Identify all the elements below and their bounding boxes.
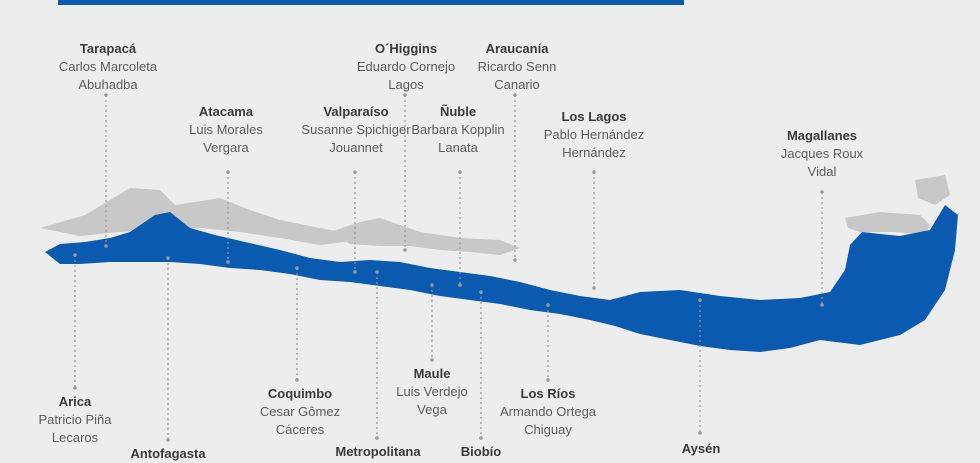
leader-dot-antofagasta [166, 438, 170, 442]
person-name: Chiguay [524, 422, 572, 437]
region-name: Metropolitana [335, 444, 421, 459]
region-name: O´Higgins [374, 41, 438, 56]
region-label-atacama: Atacama Luis Morales Vergara [141, 103, 311, 157]
person-name: Lanata [438, 140, 478, 155]
person-name: Jouannet [329, 140, 383, 155]
leader-dot-maule [430, 283, 434, 287]
person-name: Vidal [807, 164, 837, 179]
leader-dot-aysen [698, 431, 702, 435]
leader-dot-araucania [513, 258, 517, 262]
region-label-losrios: Los Ríos Armando Ortega Chiguay [463, 385, 633, 439]
leader-dot-biobio [479, 436, 483, 440]
person-name: Abuhadba [78, 77, 138, 92]
region-label-nuble: Ñuble Barbara Kopplin Lanata [373, 103, 543, 157]
person-name: Hernández [562, 145, 626, 160]
leader-dot-magallanes [820, 303, 824, 307]
person-name: Luis Morales [189, 122, 263, 137]
leader-dot-maule [430, 358, 434, 362]
region-name: Arica [58, 394, 92, 409]
region-label-metropolitana: Metropolitana [293, 443, 463, 461]
leader-dot-atacama [226, 170, 230, 174]
leader-dot-metropolitana [375, 436, 379, 440]
leader-dot-magallanes [820, 190, 824, 194]
region-name: Araucanía [485, 41, 549, 56]
leader-dot-arica [73, 386, 77, 390]
leader-dot-tarapaca [104, 244, 108, 248]
leader-dot-coquimbo [295, 266, 299, 270]
region-label-biobio: Biobío [396, 443, 566, 461]
leader-dot-antofagasta [166, 256, 170, 260]
leader-dot-losrios [546, 378, 550, 382]
chile-main-shape [45, 205, 958, 352]
leader-dot-nuble [458, 283, 462, 287]
leader-dot-aysen [698, 298, 702, 302]
neighbor-countries [40, 175, 950, 255]
person-name: Barbara Kopplin [411, 122, 505, 137]
leader-dot-valparaiso [353, 170, 357, 174]
top-bar [58, 0, 684, 5]
region-label-ohiggins: O´Higgins Eduardo Cornejo Lagos [321, 40, 491, 94]
chile-territory [45, 205, 958, 352]
neighbor-shape-east [915, 175, 950, 205]
region-label-loslagos: Los Lagos Pablo Hernández Hernández [509, 108, 679, 162]
leader-dot-nuble [458, 170, 462, 174]
leader-dot-valparaiso [353, 270, 357, 274]
region-name: Aysén [681, 441, 721, 456]
region-name: Valparaíso [323, 104, 389, 119]
region-label-maule: Maule Luis Verdejo Vega [347, 365, 517, 419]
leader-dot-metropolitana [375, 270, 379, 274]
region-name: Atacama [198, 104, 254, 119]
region-label-araucania: Araucanía Ricardo Senn Canario [432, 40, 602, 94]
leader-dot-arica [73, 253, 77, 257]
region-name: Coquimbo [267, 386, 333, 401]
region-name: Tarapacá [79, 41, 137, 56]
region-name: Ñuble [439, 104, 477, 119]
person-name: Cesar Gômez [259, 404, 341, 419]
region-label-aysen: Aysén [616, 440, 786, 458]
person-name: Eduardo Cornejo [356, 59, 456, 74]
person-name: Pablo Hernández [543, 127, 645, 142]
region-label-coquimbo: Coquimbo Cesar Gômez Cáceres [215, 385, 385, 439]
person-name: Luis Verdejo [396, 384, 468, 399]
neighbor-shape-north [40, 188, 350, 245]
person-name: Lagos [388, 77, 424, 92]
person-name: Carlos Marcoleta [58, 59, 158, 74]
leader-dot-tarapaca [104, 93, 108, 97]
leader-dot-loslagos [592, 170, 596, 174]
leader-dot-biobio [479, 290, 483, 294]
region-name: Los Ríos [520, 386, 576, 401]
region-name: Biobío [460, 444, 502, 459]
region-name: Los Lagos [561, 109, 627, 124]
region-label-valparaiso: Valparaíso Susanne Spichiger Jouannet [271, 103, 441, 157]
person-name: Armando Ortega [499, 404, 597, 419]
neighbor-shape-south [845, 212, 930, 235]
region-name: Maule [413, 366, 451, 381]
region-name: Magallanes [786, 128, 858, 143]
person-name: Ricardo Senn [477, 59, 557, 74]
leader-dot-losrios [546, 303, 550, 307]
person-name: Canario [494, 77, 540, 92]
leader-dot-loslagos [592, 286, 596, 290]
person-name: Patricio Piña [38, 412, 112, 427]
leader-dot-ohiggins [403, 248, 407, 252]
person-name: Susanne Spichiger [301, 122, 411, 137]
person-name: Cáceres [275, 422, 325, 437]
neighbor-shape-central [330, 218, 520, 255]
region-label-arica: Arica Patricio Piña Lecaros [0, 393, 160, 447]
leader-lines [73, 93, 824, 442]
region-label-antofagasta: Antofagasta [83, 445, 253, 463]
leader-dot-atacama [226, 260, 230, 264]
person-name: Jacques Roux [780, 146, 864, 161]
person-name: Vega [417, 402, 447, 417]
leader-dot-ohiggins [403, 93, 407, 97]
person-name: Lecaros [51, 430, 99, 445]
leader-dot-coquimbo [295, 378, 299, 382]
leader-dot-araucania [513, 93, 517, 97]
region-label-magallanes: Magallanes Jacques Roux Vidal [737, 127, 907, 181]
region-name: Antofagasta [130, 446, 206, 461]
person-name: Vergara [203, 140, 249, 155]
region-label-tarapaca: Tarapacá Carlos Marcoleta Abuhadba [23, 40, 193, 94]
